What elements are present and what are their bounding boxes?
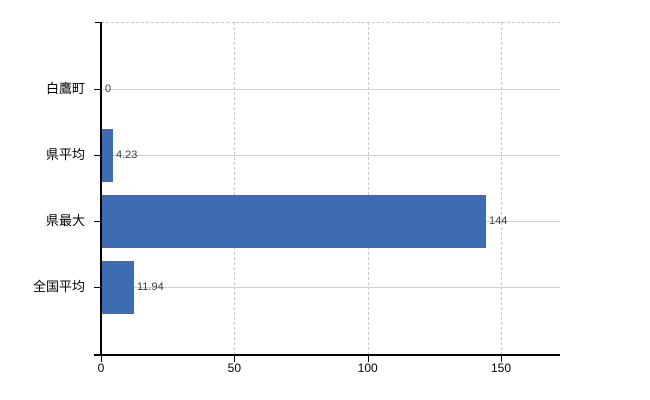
y-tick [94, 155, 101, 156]
x-tick [101, 356, 102, 362]
bar-value-label: 4.23 [116, 149, 138, 161]
category-label: 県平均 [45, 147, 85, 162]
bar-value-label: 144 [489, 215, 508, 227]
bar [102, 261, 134, 314]
x-tick [367, 356, 369, 362]
y-axis [100, 22, 102, 355]
h-gridline [101, 89, 560, 90]
v-gridline [234, 22, 236, 355]
bar-value-label: 0 [105, 83, 112, 95]
y-tick [94, 287, 101, 288]
x-tick-label: 0 [97, 361, 105, 375]
y-tick [94, 221, 101, 222]
h-gridline [101, 287, 560, 288]
v-gridline [501, 22, 502, 355]
category-label: 県最大 [45, 213, 85, 228]
plot-top-border [101, 22, 560, 23]
x-tick-label: 150 [490, 361, 512, 375]
x-tick-label: 100 [357, 361, 378, 375]
y-tick [94, 89, 101, 90]
x-axis [94, 354, 560, 356]
bar [102, 129, 113, 182]
bar [102, 195, 486, 248]
x-tick [501, 356, 502, 362]
v-gridline [367, 22, 369, 355]
category-label: 白鷹町 [45, 81, 85, 96]
x-tick [234, 356, 236, 362]
category-label: 全国平均 [32, 279, 85, 294]
bar-value-label: 11.94 [137, 281, 164, 293]
x-tick-label: 50 [227, 361, 241, 375]
h-gridline [101, 155, 560, 156]
y-axis-top-cap [95, 22, 101, 23]
